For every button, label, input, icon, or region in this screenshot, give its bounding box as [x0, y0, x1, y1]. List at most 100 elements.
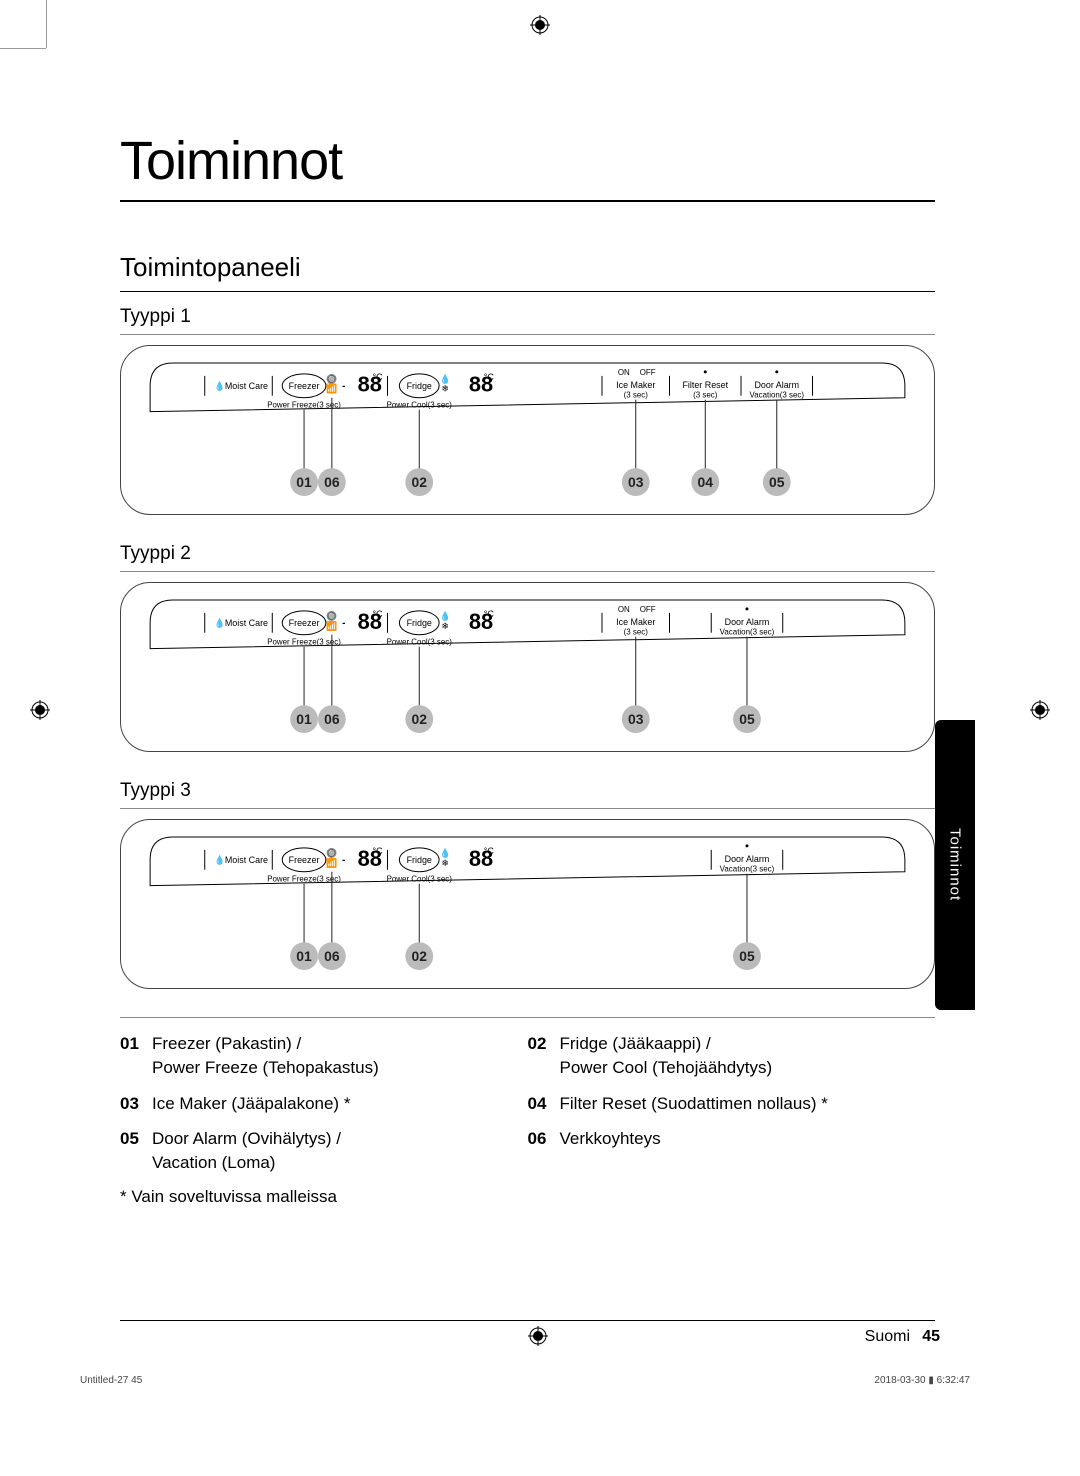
- svg-text:Moist Care: Moist Care: [225, 618, 268, 628]
- svg-text:(3 sec): (3 sec): [624, 391, 649, 400]
- svg-text:Power Cool(3 sec): Power Cool(3 sec): [387, 875, 453, 884]
- type3-heading: Tyyppi 3: [120, 780, 935, 809]
- legend-text: Filter Reset (Suodattimen nollaus) *: [560, 1092, 936, 1116]
- svg-text:-: -: [342, 618, 345, 629]
- svg-text:Door Alarm: Door Alarm: [754, 380, 799, 390]
- svg-text:ON: ON: [618, 605, 630, 614]
- svg-text:05: 05: [739, 948, 755, 964]
- svg-text:🔘: 🔘: [326, 610, 337, 621]
- registration-mark: [530, 15, 550, 35]
- svg-text:OFF: OFF: [640, 368, 656, 377]
- svg-text:Moist Care: Moist Care: [225, 855, 268, 865]
- svg-text:Filter Reset: Filter Reset: [682, 380, 728, 390]
- svg-text:🔘: 🔘: [326, 373, 337, 384]
- panel-type1: 💧 Moist Care Freezer Power Freeze(3 sec)…: [120, 345, 935, 515]
- legend-text: Verkkoyhteys: [560, 1127, 936, 1151]
- crop-mark: [46, 0, 47, 48]
- svg-text:OFF: OFF: [640, 605, 656, 614]
- svg-text:01: 01: [296, 711, 312, 727]
- svg-text:03: 03: [628, 474, 644, 490]
- svg-text:Vacation(3 sec): Vacation(3 sec): [720, 628, 775, 637]
- svg-text:°C: °C: [373, 609, 384, 619]
- svg-text:(3 sec): (3 sec): [624, 628, 649, 637]
- legend: 01 Freezer (Pakastin) / Power Freeze (Te…: [120, 1017, 935, 1207]
- svg-text:Power Cool(3 sec): Power Cool(3 sec): [387, 401, 453, 410]
- svg-text:Ice Maker: Ice Maker: [616, 617, 655, 627]
- legend-text: Fridge (Jääkaappi) / Power Cool (Tehojää…: [560, 1032, 936, 1080]
- svg-text:Power Freeze(3 sec): Power Freeze(3 sec): [267, 638, 341, 647]
- svg-text:06: 06: [324, 474, 340, 490]
- svg-text:💧: 💧: [440, 373, 451, 384]
- svg-text:❄: ❄: [441, 384, 448, 394]
- svg-text:Vacation(3 sec): Vacation(3 sec): [749, 391, 804, 400]
- legend-text: Freezer (Pakastin) / Power Freeze (Tehop…: [152, 1032, 528, 1080]
- legend-num: 02: [528, 1032, 560, 1080]
- svg-text:01: 01: [296, 948, 312, 964]
- svg-text:Moist Care: Moist Care: [225, 381, 268, 391]
- panel3-svg: 💧 Moist Care Freezer Power Freeze(3 sec)…: [141, 832, 914, 976]
- svg-text:Door Alarm: Door Alarm: [725, 854, 770, 864]
- svg-text:06: 06: [324, 948, 340, 964]
- footer-rule: [120, 1320, 935, 1321]
- svg-text:📶: 📶: [326, 383, 337, 394]
- legend-num: 01: [120, 1032, 152, 1080]
- section-heading: Toimintopaneeli: [120, 252, 935, 292]
- svg-text:°C: °C: [484, 372, 495, 382]
- svg-text:Freezer: Freezer: [289, 618, 320, 628]
- svg-text:❄: ❄: [441, 621, 448, 631]
- svg-text:°C: °C: [373, 372, 384, 382]
- panel2-svg: 💧 Moist Care Freezer Power Freeze(3 sec)…: [141, 595, 914, 739]
- legend-item: 03 Ice Maker (Jääpalakone) *: [120, 1092, 528, 1116]
- side-tab: Toiminnot: [935, 720, 975, 1010]
- legend-num: 05: [120, 1127, 152, 1175]
- svg-text:❄: ❄: [441, 858, 448, 868]
- page-content: Toiminnot Toimintopaneeli Tyyppi 1 💧 Moi…: [120, 130, 935, 1207]
- page-title: Toiminnot: [120, 130, 935, 202]
- svg-text:(3 sec): (3 sec): [693, 391, 718, 400]
- svg-text:Fridge: Fridge: [407, 381, 432, 391]
- legend-num: 03: [120, 1092, 152, 1116]
- legend-num: 04: [528, 1092, 560, 1116]
- legend-text: Ice Maker (Jääpalakone) *: [152, 1092, 528, 1116]
- svg-text:Power Freeze(3 sec): Power Freeze(3 sec): [267, 401, 341, 410]
- svg-text:05: 05: [769, 474, 785, 490]
- legend-item: 04 Filter Reset (Suodattimen nollaus) *: [528, 1092, 936, 1116]
- svg-text:05: 05: [739, 711, 755, 727]
- svg-text:Door Alarm: Door Alarm: [725, 617, 770, 627]
- svg-text:°C: °C: [484, 609, 495, 619]
- svg-text:📶: 📶: [326, 620, 337, 631]
- crop-mark: [0, 48, 46, 49]
- svg-text:-: -: [342, 381, 345, 392]
- svg-text:Vacation(3 sec): Vacation(3 sec): [720, 865, 775, 874]
- svg-text:💧: 💧: [214, 617, 225, 628]
- svg-text:ON: ON: [618, 368, 630, 377]
- svg-text:03: 03: [628, 711, 644, 727]
- registration-mark: [30, 700, 50, 720]
- svg-text:💧: 💧: [214, 854, 225, 865]
- svg-text:Ice Maker: Ice Maker: [616, 380, 655, 390]
- svg-text:🔘: 🔘: [326, 847, 337, 858]
- svg-text:💧: 💧: [440, 610, 451, 621]
- registration-mark: [528, 1326, 548, 1346]
- svg-text:Fridge: Fridge: [407, 618, 432, 628]
- legend-item: 06 Verkkoyhteys: [528, 1127, 936, 1151]
- legend-text: Door Alarm (Ovihälytys) / Vacation (Loma…: [152, 1127, 528, 1175]
- footer-language: Suomi: [865, 1328, 910, 1346]
- svg-text:Freezer: Freezer: [289, 381, 320, 391]
- legend-item: 02 Fridge (Jääkaappi) / Power Cool (Teho…: [528, 1032, 936, 1080]
- legend-item: 01 Freezer (Pakastin) / Power Freeze (Te…: [120, 1032, 528, 1080]
- panel-type2: 💧 Moist Care Freezer Power Freeze(3 sec)…: [120, 582, 935, 752]
- svg-text:06: 06: [324, 711, 340, 727]
- svg-text:02: 02: [412, 948, 428, 964]
- svg-text:02: 02: [412, 474, 428, 490]
- footer-meta-left: Untitled-27 45: [80, 1375, 142, 1386]
- panel-type3: 💧 Moist Care Freezer Power Freeze(3 sec)…: [120, 819, 935, 989]
- svg-text:💧: 💧: [440, 847, 451, 858]
- svg-text:-: -: [342, 855, 345, 866]
- footer-meta-right: 2018-03-30 ▮ 6:32:47: [874, 1375, 970, 1386]
- svg-text:°C: °C: [373, 846, 384, 856]
- svg-text:Fridge: Fridge: [407, 855, 432, 865]
- panel1-svg: 💧 Moist Care Freezer Power Freeze(3 sec)…: [141, 358, 914, 502]
- svg-text:Freezer: Freezer: [289, 855, 320, 865]
- svg-text:💧: 💧: [214, 380, 225, 391]
